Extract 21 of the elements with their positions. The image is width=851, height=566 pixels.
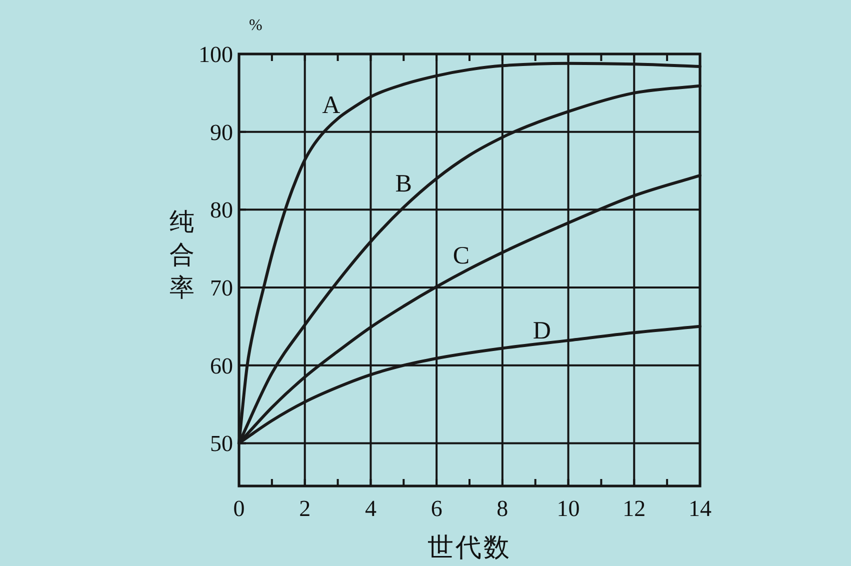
unit-note: % bbox=[249, 17, 262, 34]
y-tick-label: 90 bbox=[210, 120, 233, 145]
x-tick-label: 10 bbox=[556, 496, 580, 521]
series-label: B bbox=[395, 170, 412, 198]
x-tick-label: 0 bbox=[233, 496, 245, 521]
y-axis-title: 纯合率 bbox=[170, 209, 194, 302]
series-label: A bbox=[322, 92, 340, 120]
x-tick-label: 8 bbox=[496, 496, 508, 521]
series-label: D bbox=[532, 318, 551, 345]
x-tick-label: 6 bbox=[430, 496, 442, 521]
x-tick-label: 4 bbox=[364, 496, 377, 521]
y-tick-label: 70 bbox=[210, 276, 233, 301]
x-tick-label: 12 bbox=[622, 496, 646, 521]
y-tick-label: 100 bbox=[198, 42, 233, 67]
x-tick-label: 2 bbox=[299, 496, 311, 521]
y-tick-label: 80 bbox=[210, 198, 233, 223]
x-tick-label: 14 bbox=[688, 496, 712, 521]
y-tick-label: 50 bbox=[210, 431, 233, 456]
y-tick-label: 60 bbox=[210, 353, 233, 378]
series-label: C bbox=[452, 242, 470, 270]
x-axis-title: 世代数 bbox=[428, 533, 512, 562]
